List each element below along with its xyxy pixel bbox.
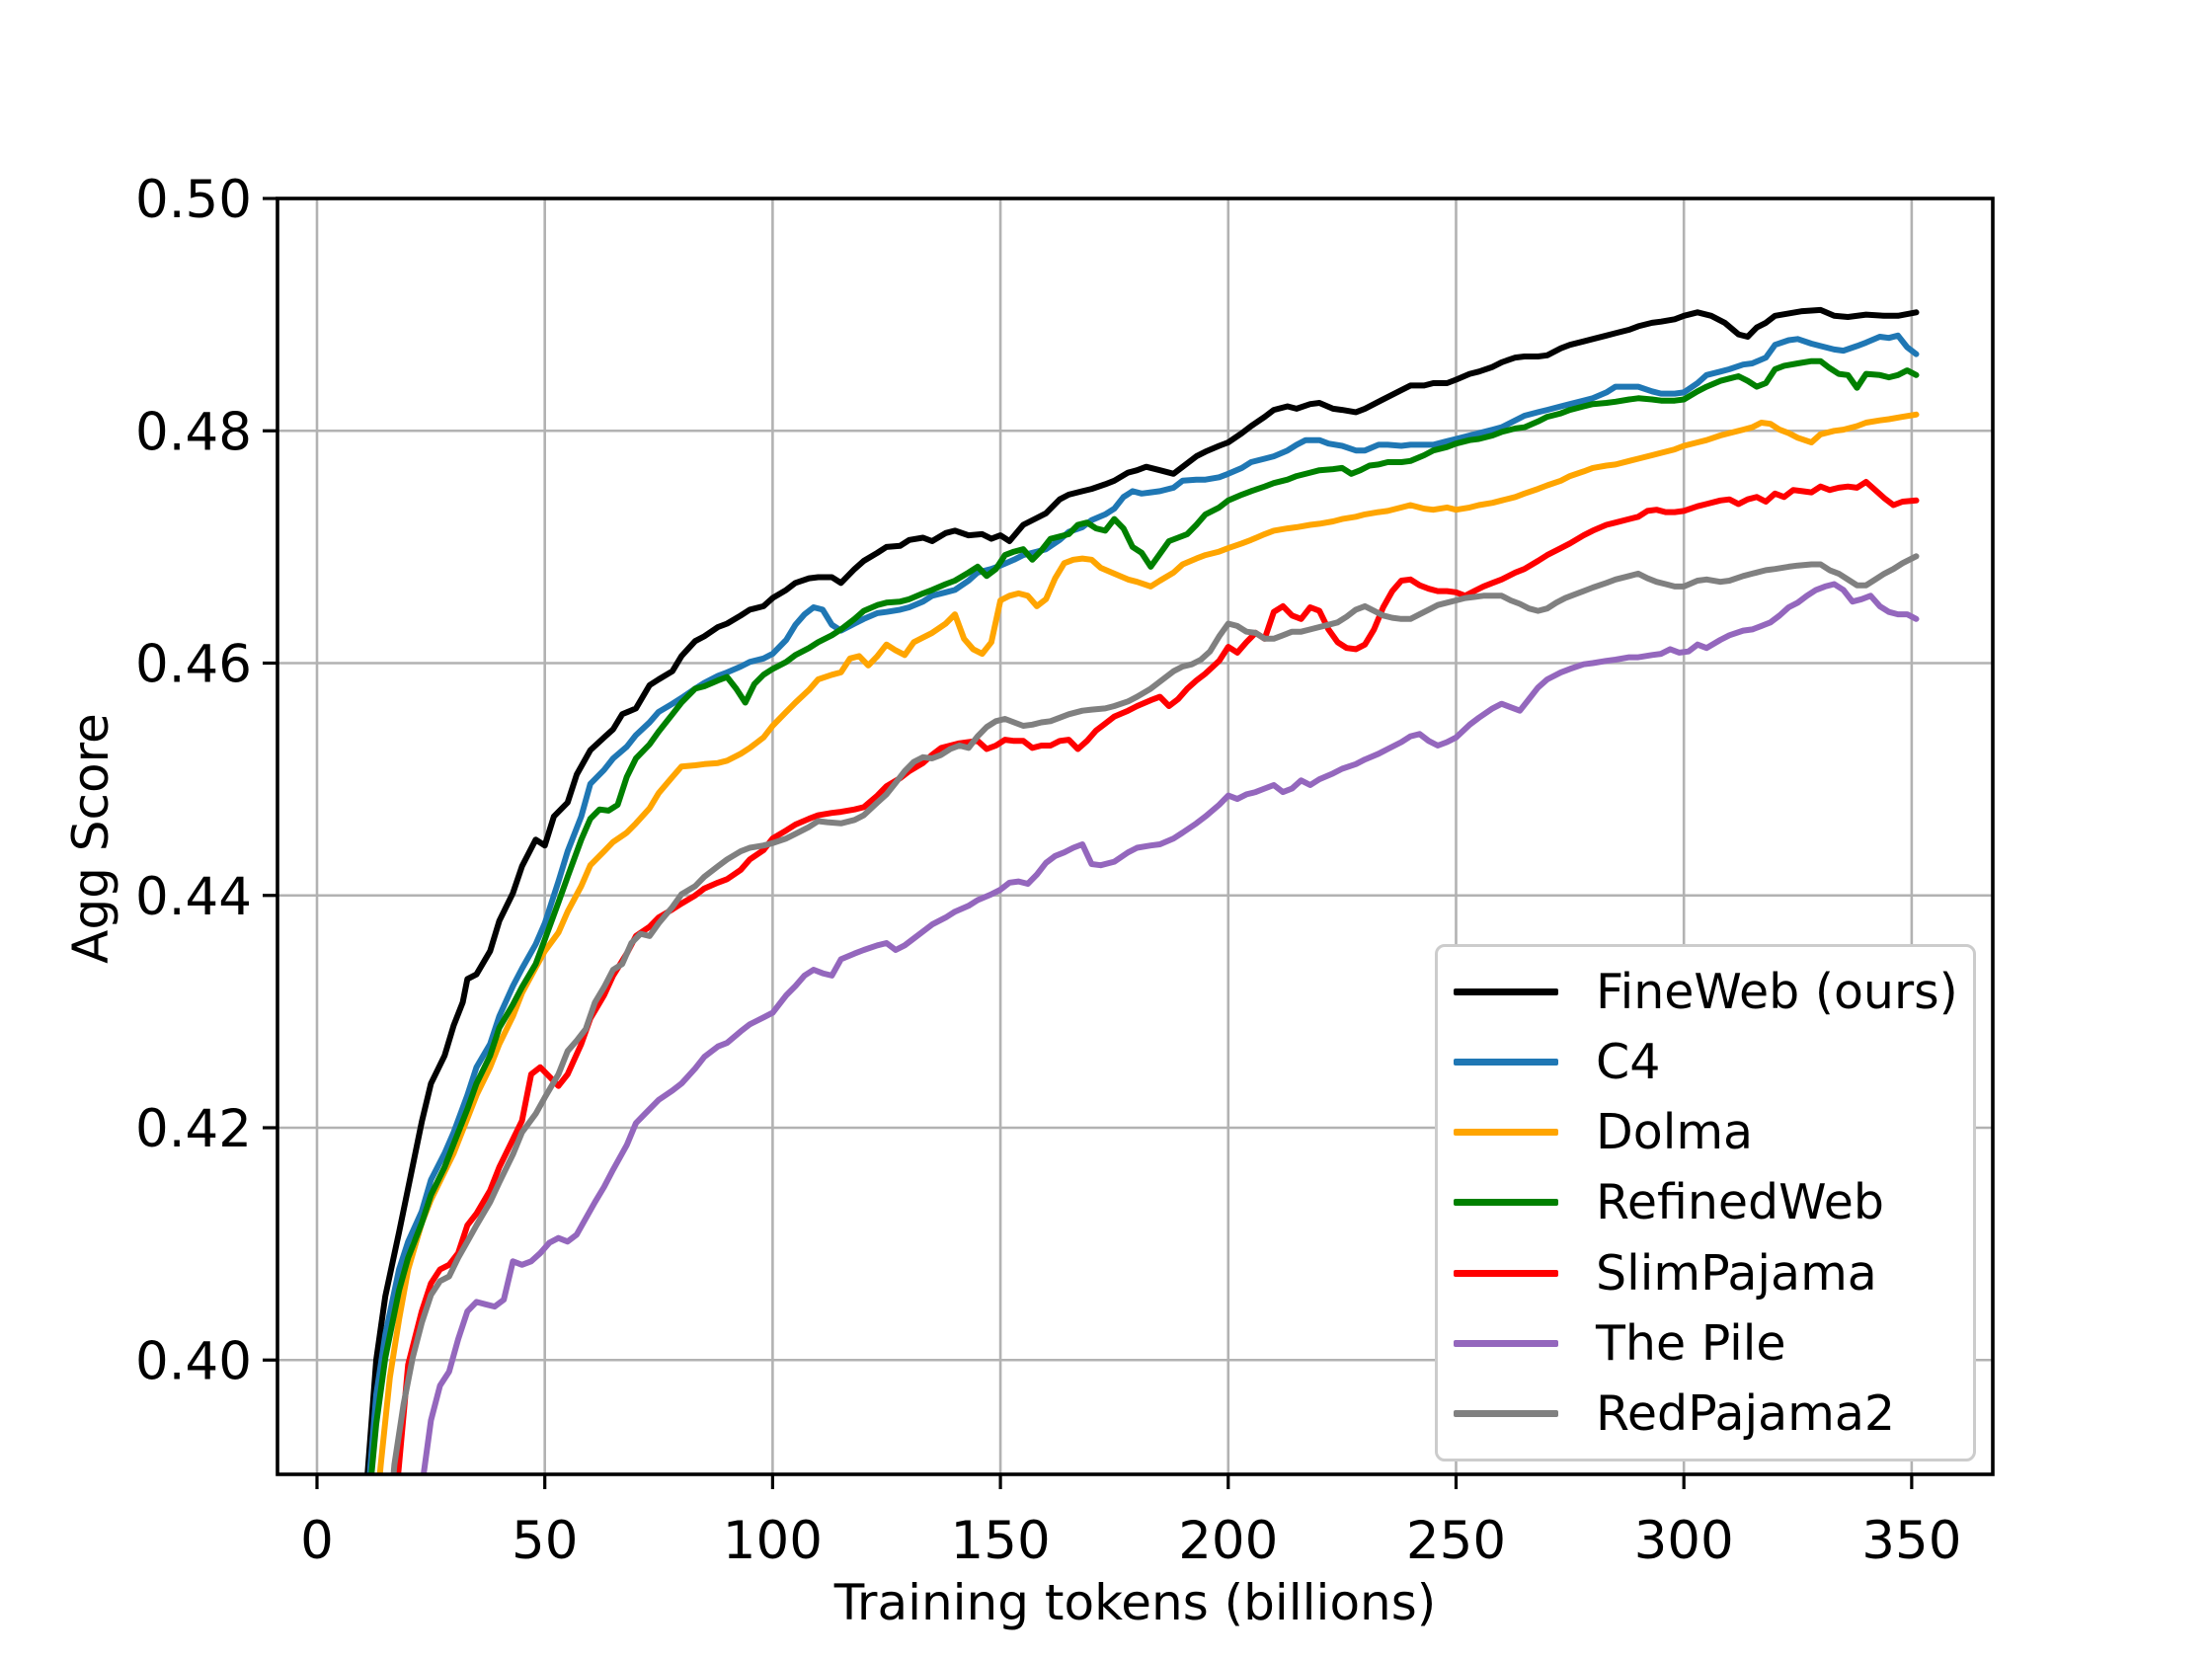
y-axis-label: Agg Score [62,713,119,964]
y-tick-label: 0.46 [135,635,252,695]
legend-label: The Pile [1596,1314,1786,1372]
legend-label: Dolma [1596,1104,1754,1161]
x-tick-label: 250 [1406,1511,1506,1571]
legend-label: SlimPajama [1596,1244,1877,1302]
series-line-the-pile [420,581,1920,1474]
legend-label: FineWeb (ours) [1596,964,1958,1021]
series-lines [364,306,1920,1474]
legend-line-swatch [1454,1059,1558,1066]
legend-entry-the-pile: The Pile [1438,1319,1973,1368]
series-line-refinedweb [368,357,1920,1474]
series-line-slimpajama [395,479,1920,1474]
x-tick-label: 350 [1861,1511,1961,1571]
legend-entry-refinedweb: RefinedWeb [1438,1178,1973,1226]
legend-line-swatch [1454,1199,1558,1207]
x-axis-label: Training tokens (billions) [833,1574,1437,1631]
x-tick-label: 150 [951,1511,1051,1571]
legend-entry-slimpajama: SlimPajama [1438,1249,1973,1298]
legend-line-swatch [1454,1409,1558,1417]
y-tick-label: 0.48 [135,402,252,462]
y-tick-label: 0.50 [135,170,252,230]
x-tick-label: 100 [723,1511,823,1571]
series-line-dolma [376,411,1920,1474]
ticks: 0 50 100 150 200 250 300 350 0.40 0.42 0.44 0.46 0.4… [135,170,1961,1571]
legend-line-swatch [1454,1269,1558,1277]
plot-border [276,197,1995,1476]
series-line-c4 [366,332,1920,1474]
legend-entry-redpajama2: RedPajama2 [1438,1389,1973,1438]
y-tick-label: 0.44 [135,867,252,927]
legend-entry-dolma: Dolma [1438,1108,1973,1156]
y-tick-label: 0.42 [135,1099,252,1159]
series-line-fineweb-ours [364,306,1920,1474]
x-tick-label: 50 [512,1511,578,1571]
x-tick-label: 0 [300,1511,334,1571]
legend: FineWeb (ours) C4 Dolma RefinedWeb SlimPajam… [1435,944,1976,1462]
legend-line-swatch [1454,1339,1558,1347]
legend-label: RedPajama2 [1596,1384,1896,1442]
series-line-redpajama2 [390,553,1920,1474]
y-tick-label: 0.40 [135,1331,252,1391]
x-tick-label: 300 [1634,1511,1734,1571]
legend-entry-fineweb-ours: FineWeb (ours) [1438,968,1973,1016]
legend-line-swatch [1454,988,1558,996]
x-tick-label: 200 [1178,1511,1278,1571]
legend-label: C4 [1596,1034,1661,1091]
legend-line-swatch [1454,1129,1558,1137]
legend-entry-c4: C4 [1438,1038,1973,1086]
legend-label: RefinedWeb [1596,1174,1884,1231]
